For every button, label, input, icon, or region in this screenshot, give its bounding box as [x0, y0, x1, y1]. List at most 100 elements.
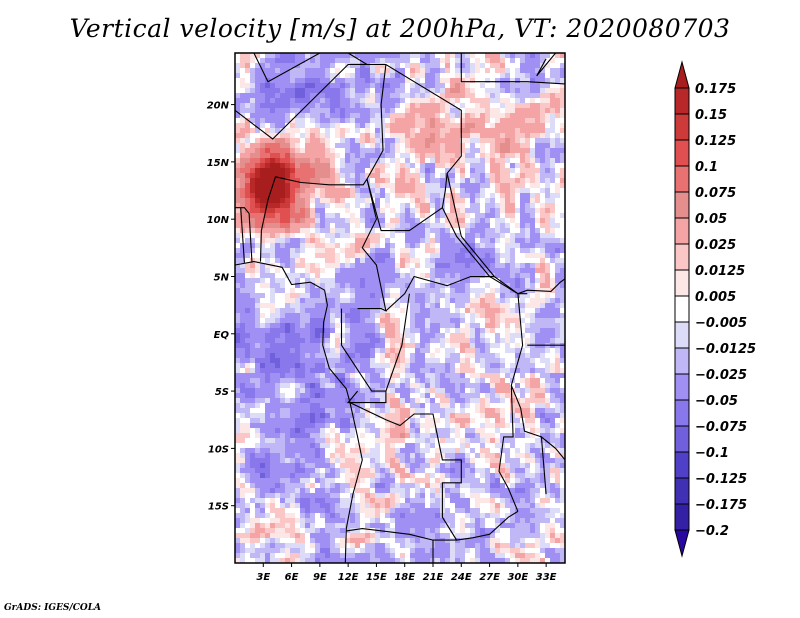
field-cell [420, 368, 426, 374]
field-cell [240, 198, 246, 204]
field-cell [400, 268, 406, 274]
field-cell [300, 283, 306, 289]
field-cell [435, 238, 441, 244]
field-cell [285, 248, 291, 254]
field-cell [270, 223, 276, 229]
field-cell [470, 218, 476, 224]
field-cell [555, 88, 561, 94]
field-cell [400, 288, 406, 294]
field-cell [435, 318, 441, 324]
field-cell [540, 263, 546, 269]
field-cell [250, 88, 256, 94]
field-cell [250, 368, 256, 374]
field-cell [295, 283, 301, 289]
field-cell [280, 328, 286, 334]
field-cell [465, 148, 471, 154]
field-cell [270, 378, 276, 384]
field-cell [430, 153, 436, 159]
field-cell [280, 138, 286, 144]
field-cell [315, 238, 321, 244]
field-cell [530, 208, 536, 214]
field-cell [530, 278, 536, 284]
field-cell [270, 303, 276, 309]
field-cell [385, 158, 391, 164]
field-cell [370, 218, 376, 224]
field-cell [515, 183, 521, 189]
field-cell [300, 243, 306, 249]
field-cell [450, 308, 456, 314]
field-cell [445, 93, 451, 99]
field-cell [240, 308, 246, 314]
field-cell [260, 323, 266, 329]
field-cell [405, 203, 411, 209]
field-cell [255, 323, 261, 329]
field-cell [250, 278, 256, 284]
field-cell [235, 393, 241, 399]
field-cell [470, 233, 476, 239]
field-cell [505, 68, 511, 74]
field-cell [265, 228, 271, 234]
field-cell [375, 263, 381, 269]
field-cell [465, 163, 471, 169]
field-cell [420, 78, 426, 84]
field-cell [475, 378, 481, 384]
field-cell [420, 173, 426, 179]
field-cell [555, 118, 561, 124]
field-cell [450, 378, 456, 384]
field-cell [415, 208, 421, 214]
field-cell [455, 88, 461, 94]
field-cell [450, 158, 456, 164]
field-cell [475, 243, 481, 249]
field-cell [485, 348, 491, 354]
field-cell [430, 323, 436, 329]
field-cell [330, 103, 336, 109]
field-cell [500, 303, 506, 309]
field-cell [285, 418, 291, 424]
field-cell [340, 363, 346, 369]
field-cell [270, 213, 276, 219]
field-cell [315, 263, 321, 269]
field-cell [490, 178, 496, 184]
field-cell [255, 193, 261, 199]
field-cell [535, 58, 541, 64]
field-cell [435, 413, 441, 419]
field-cell [235, 73, 241, 79]
field-cell [305, 123, 311, 129]
field-cell [235, 328, 241, 334]
field-cell [485, 403, 491, 409]
field-cell [240, 323, 246, 329]
field-cell [260, 348, 266, 354]
field-cell [535, 68, 541, 74]
field-cell [510, 73, 516, 79]
field-cell [350, 203, 356, 209]
field-cell [270, 128, 276, 134]
field-cell [300, 58, 306, 64]
field-cell [330, 423, 336, 429]
field-cell [480, 188, 486, 194]
field-cell [285, 343, 291, 349]
field-cell [465, 333, 471, 339]
field-cell [265, 63, 271, 69]
field-cell [315, 183, 321, 189]
field-cell [320, 223, 326, 229]
field-cell [260, 103, 266, 109]
field-cell [520, 293, 526, 299]
field-cell [280, 123, 286, 129]
field-cell [465, 193, 471, 199]
field-cell [550, 278, 556, 284]
field-cell [280, 263, 286, 269]
field-cell [550, 128, 556, 134]
field-cell [465, 133, 471, 139]
field-cell [280, 393, 286, 399]
field-cell [265, 288, 271, 294]
field-cell [290, 428, 296, 434]
field-cell [455, 103, 461, 109]
field-cell [350, 168, 356, 174]
field-cell [545, 133, 551, 139]
field-cell [400, 373, 406, 379]
field-cell [355, 273, 361, 279]
field-cell [535, 298, 541, 304]
field-cell [415, 323, 421, 329]
field-cell [420, 373, 426, 379]
field-cell [395, 188, 401, 194]
